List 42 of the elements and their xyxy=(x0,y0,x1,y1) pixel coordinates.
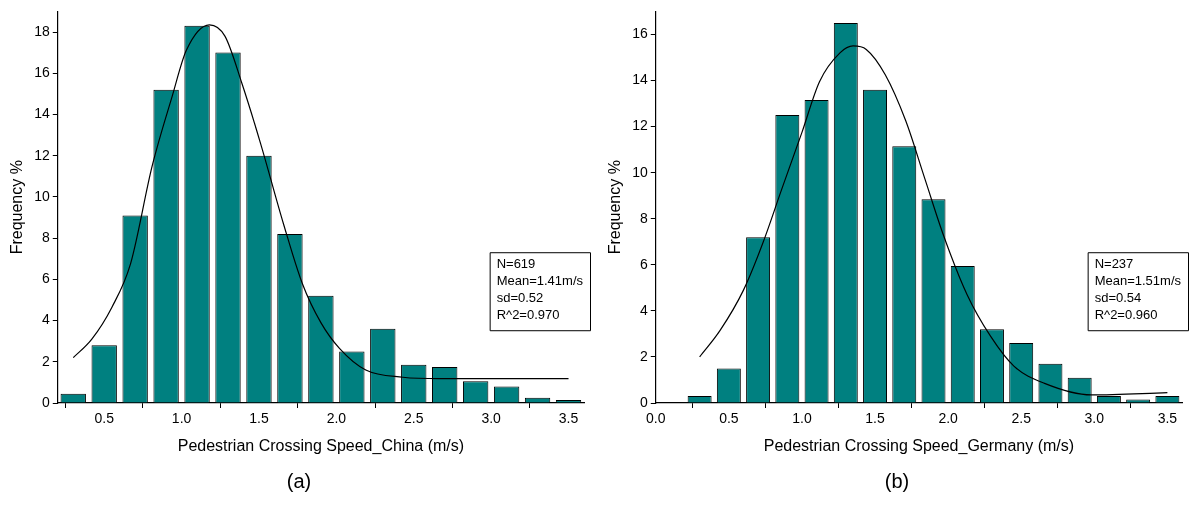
y-tick-label: 12 xyxy=(34,146,50,163)
x-tick-label: 1.5 xyxy=(249,410,269,427)
y-tick-label: 4 xyxy=(639,301,648,318)
x-tick-label: 3.5 xyxy=(558,410,579,427)
y-tick-label: 18 xyxy=(34,22,50,39)
annotation: N=237 Mean=1.51m/s sd=0.54 R^2=0.960 xyxy=(1094,256,1182,323)
x-tick-label: 1.0 xyxy=(792,410,812,427)
text: (a) xyxy=(285,470,313,493)
y-tick-label: 2 xyxy=(41,352,50,369)
y-tick-label: 2 xyxy=(639,347,648,364)
x-tick-label: 0.0 xyxy=(646,410,666,427)
x-tick-label: 3.0 xyxy=(1084,410,1105,427)
y-tick-label: 8 xyxy=(41,228,50,245)
x-tick-label: 0.5 xyxy=(94,410,115,427)
y-tick-label: 0 xyxy=(639,393,648,410)
text: (b) xyxy=(883,470,911,493)
y-tick-label: 4 xyxy=(41,311,50,328)
x-tick-label: 2.0 xyxy=(326,410,347,427)
y-tick-label: 10 xyxy=(34,187,50,204)
y-axis-title: Frequency % xyxy=(8,160,26,255)
x-tick-label: 1.5 xyxy=(865,410,885,427)
y-tick-label: 6 xyxy=(639,255,648,272)
x-tick-label: 1.0 xyxy=(171,410,192,427)
y-tick-label: 16 xyxy=(632,25,648,42)
x-tick-label: 3.0 xyxy=(481,410,502,427)
x-tick-label: 2.0 xyxy=(938,410,959,427)
x-tick-label: 3.5 xyxy=(1157,410,1178,427)
y-tick-label: 12 xyxy=(632,117,648,134)
y-axis-title: Frequency % xyxy=(606,160,624,255)
annotation: N=619 Mean=1.41m/s sd=0.52 R^2=0.970 xyxy=(496,256,584,323)
y-tick-label: 8 xyxy=(639,209,648,226)
x-axis-title: Pedestrian Crossing Speed_Germany (m/s) xyxy=(763,436,1075,455)
y-tick-label: 6 xyxy=(41,270,50,287)
y-tick-label: 10 xyxy=(632,163,648,180)
y-tick-label: 14 xyxy=(34,105,50,122)
y-tick-label: 14 xyxy=(632,71,648,88)
y-tick-label: 16 xyxy=(34,64,50,81)
x-tick-label: 2.5 xyxy=(404,410,424,427)
x-tick-label: 2.5 xyxy=(1011,410,1032,427)
y-tick-label: 0 xyxy=(41,393,50,410)
x-tick-label: 0.5 xyxy=(719,410,739,427)
x-axis-title: Pedestrian Crossing Speed_China (m/s) xyxy=(177,436,465,455)
